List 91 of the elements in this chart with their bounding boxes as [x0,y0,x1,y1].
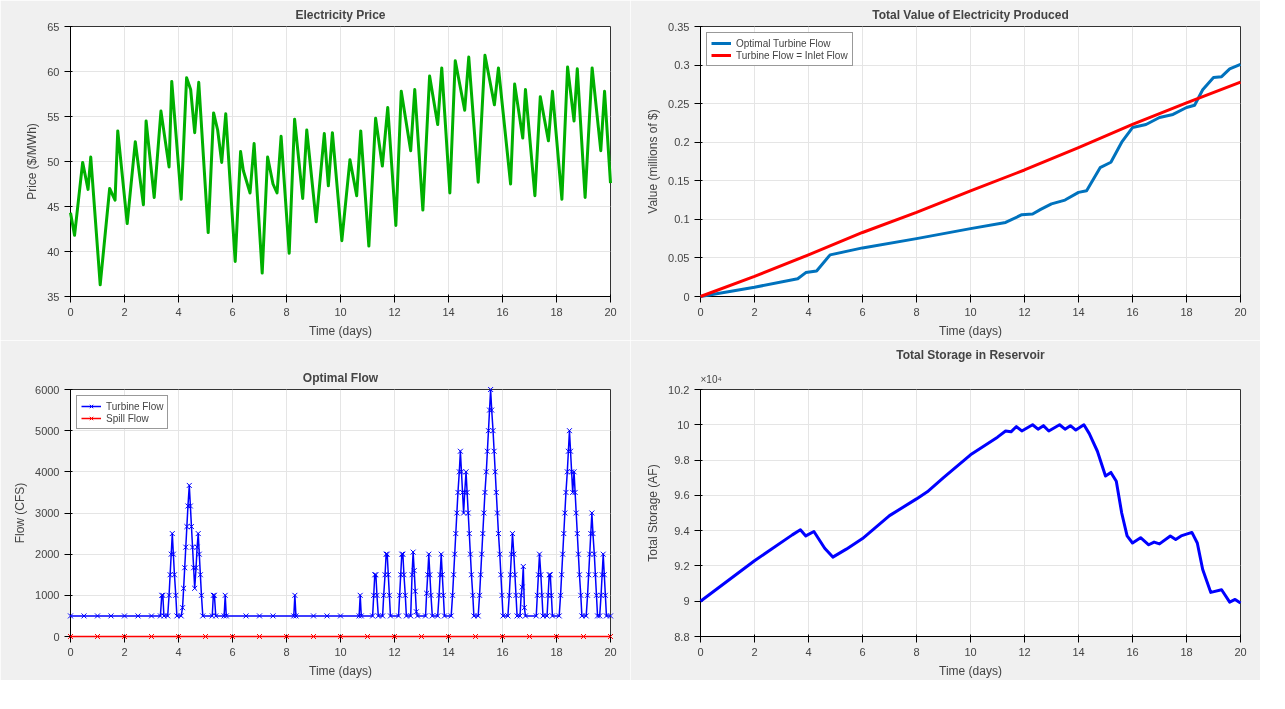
y-tick-label: 4000 [35,465,60,478]
x-tick-label: 0 [697,305,704,318]
x-tick-label: 20 [1234,645,1247,658]
x-tick-label: 14 [442,645,455,658]
chart-title: Total Storage in Reservoir [896,347,1046,362]
x-tick-label: 6 [229,645,236,658]
x-tick-label: 4 [175,645,182,658]
y-tick-label: 45 [47,200,60,213]
y-tick-label: 2000 [35,548,60,561]
chart-title: Electricity Price [295,7,386,22]
x-tick-label: 12 [1018,645,1031,658]
x-tick-label: 20 [604,645,617,658]
y-tick-label: 9.2 [674,559,690,572]
y-tick-label: 8.8 [674,630,690,643]
y-tick-label: 35 [47,290,60,303]
x-axis-title: Time (days) [939,323,1002,338]
y-tick-label: 40 [47,245,60,258]
y-tick-label: 0.15 [668,174,690,187]
x-tick-label: 12 [1018,305,1031,318]
y-axis-title: Price ($/MWh) [25,123,40,200]
x-tick-label: 18 [550,305,563,318]
y-tick-label: 6000 [35,383,60,396]
x-tick-label: 16 [1126,305,1139,318]
y-tick-label: 60 [47,65,60,78]
x-axis-title: Time (days) [309,663,372,678]
x-tick-label: 16 [496,305,509,318]
y-tick-label: 3000 [35,507,60,519]
y-tick-label: 0.25 [668,97,690,110]
x-tick-label: 0 [67,645,74,658]
legend-label: Turbine Flow [106,400,164,412]
chart-title: Total Value of Electricity Produced [872,7,1069,22]
y-tick-label: 0.3 [674,59,690,72]
x-tick-label: 4 [805,645,812,658]
y-tick-label: 9.8 [674,454,690,467]
y-tick-label: 0 [53,630,60,643]
y-tick-label: 10 [677,418,690,431]
x-tick-label: 18 [550,645,563,658]
x-tick-label: 16 [1126,645,1139,658]
y-axis-title: Value (millions of $) [646,109,661,214]
y-tick-label: 9.4 [674,524,690,537]
legend-label: Turbine Flow = Inlet Flow [736,49,848,61]
x-tick-label: 0 [697,645,704,658]
y-tick-label: 0 [683,290,690,303]
x-tick-label: 10 [964,305,977,318]
text: ×10⁴ [700,373,722,385]
x-tick-label: 0 [67,305,74,318]
x-tick-label: 4 [175,305,182,318]
x-axis-title: Time (days) [309,323,372,338]
y-tick-label: 9.6 [674,489,690,502]
legend-label: Spill Flow [106,412,149,424]
x-tick-label: 8 [913,645,920,658]
chart-title: Optimal Flow [302,370,379,385]
x-tick-label: 4 [805,305,812,318]
x-tick-label: 20 [1234,305,1247,318]
y-tick-label: 9 [683,595,690,608]
y-tick-label: 0.1 [674,213,690,226]
y-tick-label: 0.05 [668,251,690,264]
x-tick-label: 16 [496,645,509,658]
x-tick-label: 6 [859,645,866,658]
x-tick-label: 20 [604,305,617,318]
x-tick-label: 8 [913,305,920,318]
x-tick-label: 10 [964,645,977,658]
y-tick-label: 0.35 [668,20,690,33]
x-tick-label: 14 [442,305,455,318]
x-tick-label: 18 [1180,645,1193,658]
legend-label: Optimal Turbine Flow [736,37,831,49]
y-tick-label: 65 [47,20,60,33]
x-tick-label: 2 [751,645,758,658]
x-tick-label: 8 [283,645,290,658]
x-tick-label: 2 [121,305,128,318]
x-tick-label: 10 [334,645,347,658]
x-tick-label: 10 [334,305,347,318]
x-tick-label: 2 [121,645,128,658]
x-axis-title: Time (days) [939,663,1002,678]
x-tick-label: 14 [1072,645,1085,658]
x-tick-label: 2 [751,305,758,318]
x-tick-label: 8 [283,305,290,318]
y-tick-label: 1000 [35,589,60,602]
y-tick-label: 5000 [35,424,60,437]
x-tick-label: 18 [1180,305,1193,318]
x-tick-label: 12 [388,305,401,318]
x-tick-label: 14 [1072,305,1085,318]
x-tick-label: 6 [229,305,236,318]
x-tick-label: 12 [388,645,401,658]
x-tick-label: 6 [859,305,866,318]
y-tick-label: 10.2 [668,383,690,396]
y-axis-title: Flow (CFS) [13,482,28,544]
y-axis-title: Total Storage (AF) [646,464,661,562]
y-tick-label: 0.2 [674,136,690,149]
y-tick-label: 50 [47,155,60,168]
y-tick-label: 55 [47,110,60,123]
